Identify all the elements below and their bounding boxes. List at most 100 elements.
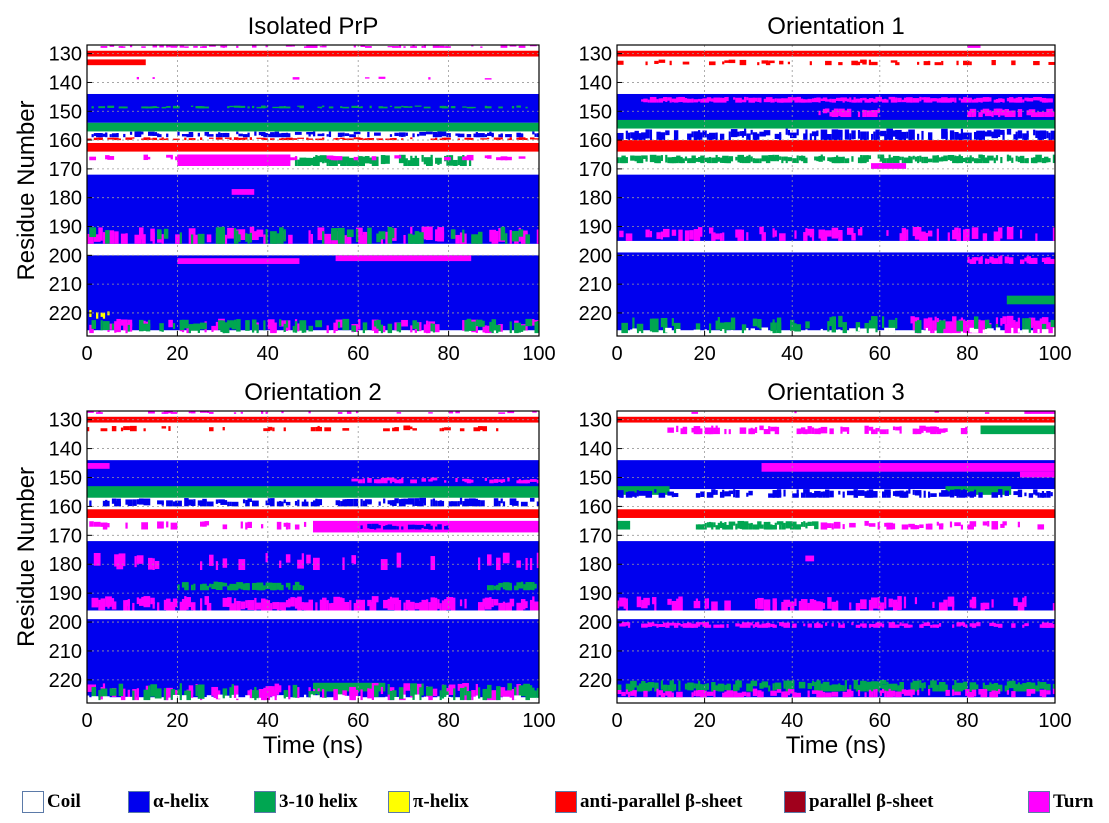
segment-helix310: [702, 684, 705, 692]
segment-coil: [855, 331, 861, 336]
segment-turn: [410, 325, 413, 334]
segment-helix: [1048, 132, 1051, 141]
segment-helix: [529, 497, 535, 502]
segment-helix310: [698, 680, 701, 691]
segment-turn: [877, 597, 880, 610]
segment-turn: [676, 425, 679, 433]
segment-turn: [389, 478, 393, 484]
segment-helix: [416, 524, 424, 529]
segment-helix: [805, 492, 812, 498]
segment-turn: [222, 46, 225, 48]
segment-helix310: [536, 320, 539, 329]
segment-helix310: [719, 322, 727, 334]
segment-helix310: [768, 521, 771, 530]
segment-coil: [770, 331, 773, 336]
segment-turn: [960, 98, 968, 103]
x-tick-label: 60: [869, 343, 891, 365]
segment-helix310: [842, 322, 847, 334]
segment-turn: [881, 688, 885, 694]
segment-turn: [1011, 98, 1014, 103]
segment-helix310: [315, 686, 318, 695]
segment-antiparallel: [457, 138, 460, 141]
segment-antiparallel: [518, 137, 526, 140]
segment-turn: [285, 554, 291, 563]
secondary-structure-figure: 0 20 40 60 80 1001301401501601701801902002102…: [13, 13, 1072, 759]
segment-turn: [403, 234, 406, 244]
segment-turn: [193, 602, 196, 611]
segment-coil: [477, 698, 481, 703]
segment-coil: [100, 330, 108, 334]
segment-antiparallel: [161, 137, 164, 139]
segment-turn: [168, 45, 171, 48]
segment-coil: [172, 694, 180, 702]
segment-helix: [475, 500, 481, 507]
segment-helix: [641, 132, 648, 139]
segment-turn: [825, 108, 830, 113]
segment-turn: [281, 411, 284, 414]
segment-helix310: [378, 231, 386, 240]
segment-helix: [779, 492, 782, 497]
segment-turn: [118, 553, 126, 567]
segment-antiparallel: [238, 137, 246, 140]
segment-turn: [941, 523, 944, 527]
segment-helix: [702, 130, 707, 138]
segment-turn: [200, 561, 203, 571]
segment-turn: [1052, 624, 1055, 628]
segment-helix310: [733, 684, 738, 692]
segment-antiparallel: [129, 425, 137, 432]
legend-item-helix: α-helix: [128, 784, 209, 820]
segment-helix310: [464, 158, 467, 166]
segment-turn: [822, 97, 828, 101]
segment-helix: [129, 131, 133, 135]
segment-helix310: [864, 156, 867, 164]
segment-helix310: [351, 105, 359, 108]
segment-helix310: [511, 106, 515, 109]
segment-coil: [145, 332, 151, 336]
segment-turn: [934, 411, 939, 413]
segment-turn: [150, 597, 155, 605]
segment-helix310: [285, 106, 291, 109]
segment-helix310: [265, 106, 268, 108]
segment-coil: [313, 695, 320, 703]
segment-turn: [1037, 97, 1040, 101]
segment-turn: [502, 601, 506, 608]
segment-helix: [754, 133, 760, 141]
segment-helix310: [757, 521, 762, 528]
segment-pihelix: [100, 312, 106, 317]
segment-turn: [439, 603, 442, 611]
segment-turn: [879, 429, 887, 435]
segment-coil: [202, 332, 210, 335]
segment-antiparallel: [477, 426, 483, 431]
segment-helix: [270, 498, 275, 507]
segment-helix310: [800, 522, 804, 527]
segment-turn: [814, 97, 817, 101]
segment-turn: [276, 685, 282, 693]
segment-antiparallel: [317, 425, 320, 431]
segment-coil: [435, 332, 442, 336]
segment-turn: [851, 691, 854, 697]
segment-coil: [125, 696, 133, 703]
segment-turn: [1017, 602, 1025, 611]
segment-turn: [500, 687, 506, 696]
band-helix: [87, 460, 539, 490]
segment-helix310: [965, 157, 972, 164]
segment-turn: [892, 426, 896, 431]
y-tick-label: 200: [49, 245, 82, 267]
segment-turn: [735, 623, 740, 627]
segment-helix310: [516, 105, 521, 108]
segment-turn: [426, 226, 433, 241]
segment-coil: [285, 696, 289, 703]
segment-helix: [242, 499, 246, 504]
segment-helix310: [803, 157, 808, 164]
segment-helix: [251, 500, 259, 507]
segment-turn: [134, 556, 137, 568]
segment-turn: [432, 597, 438, 611]
segment-helix: [432, 498, 436, 507]
segment-antiparallel: [1011, 60, 1016, 66]
segment-helix: [285, 501, 291, 506]
segment-antiparallel: [761, 60, 769, 64]
structure-legend: Coil α-helix 3-10 helix π-helix anti-paralle…: [0, 784, 1109, 820]
segment-turn: [831, 601, 839, 611]
segment-antiparallel: [209, 427, 214, 432]
segment-helix: [435, 500, 438, 507]
